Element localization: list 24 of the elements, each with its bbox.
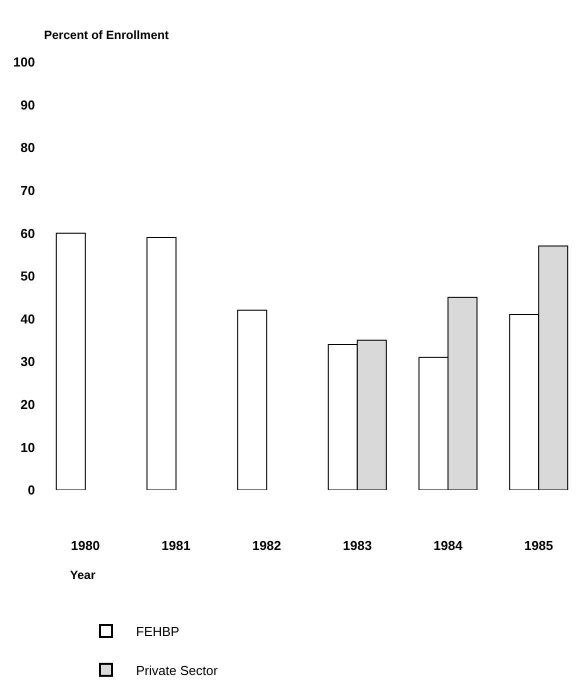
y-tick-label: 70 — [20, 182, 35, 198]
y-tick-label: 60 — [20, 226, 35, 241]
x-tick-label: 1982 — [252, 538, 282, 553]
x-tick-label: 1984 — [434, 538, 464, 553]
y-tick-label: 20 — [20, 396, 35, 412]
y-tick-label: 0 — [28, 482, 35, 498]
y-axis-title: Percent of Enrollment — [44, 28, 169, 42]
y-tick-label: 90 — [20, 97, 35, 112]
y-tick-label: 80 — [20, 140, 35, 156]
x-axis-title: Year — [70, 568, 96, 582]
x-tick-label: 1981 — [162, 538, 190, 553]
y-tick-label: 40 — [20, 311, 35, 326]
x-tick-label: 1980 — [70, 538, 100, 553]
legend-label: FEHBP — [136, 624, 180, 640]
bar — [146, 236, 176, 490]
y-tick-label: 100 — [13, 54, 35, 70]
y-tick-label: 30 — [20, 354, 35, 370]
legend-label: Private Sector — [136, 662, 218, 678]
bar — [56, 232, 86, 490]
bar — [237, 310, 268, 490]
y-tick-label: 50 — [20, 268, 35, 284]
x-tick-label: 1983 — [342, 538, 372, 553]
x-tick-label: 1985 — [524, 538, 554, 553]
y-tick-label: 10 — [20, 440, 35, 455]
